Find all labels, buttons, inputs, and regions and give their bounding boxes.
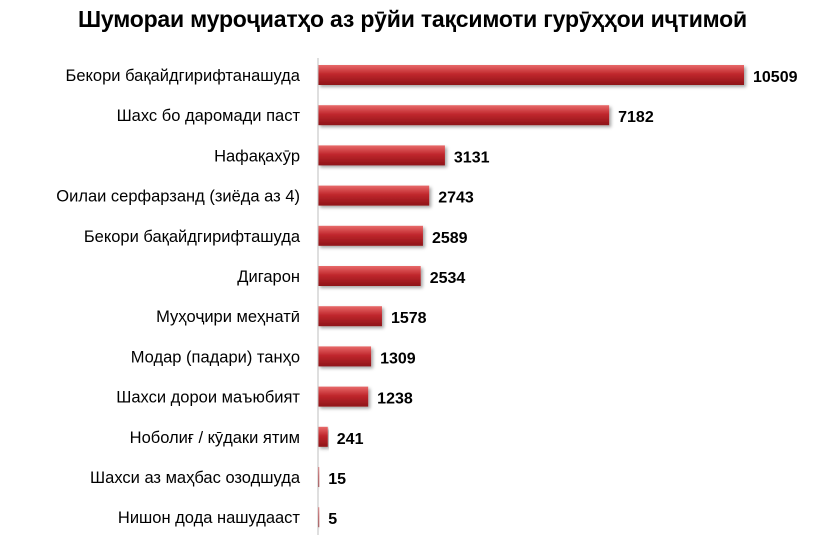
category-label: Нишон дода нашудааст: [118, 509, 301, 527]
bar: [318, 65, 744, 85]
value-label: 2589: [432, 230, 468, 247]
bar: [318, 507, 320, 528]
bar: [318, 386, 369, 407]
value-label: 1309: [380, 350, 416, 367]
category-label: Муҳоҷири меҳнатӣ: [156, 308, 300, 326]
bar: [318, 225, 423, 246]
category-label: Шахс бо даромади паст: [117, 107, 301, 125]
value-label: 2534: [430, 270, 466, 287]
bar: [318, 467, 320, 487]
category-label: Ноболиғ / кӯдаки ятим: [130, 429, 300, 447]
category-label: Дигарон: [237, 268, 300, 286]
bar: [318, 426, 328, 447]
value-label: 5: [328, 511, 337, 528]
bar: [318, 346, 372, 367]
bar: [318, 105, 610, 126]
value-label: 2743: [438, 190, 474, 207]
category-label: Бекори бақайдгирифтанашуда: [66, 67, 301, 85]
value-label: 7182: [618, 109, 654, 126]
category-label: Оилаи серфарзанд (зиёда аз 4): [56, 188, 300, 206]
value-label: 10509: [753, 69, 798, 86]
category-label: Нафақахӯр: [214, 147, 300, 165]
bars-layer: Бекори бақайдгирифтанашуда 10509 Шахс бо д…: [56, 65, 798, 528]
category-label: Модар (падари) танҳо: [131, 348, 300, 366]
value-label: 3131: [454, 149, 490, 166]
category-label: Шахси аз маҳбас озодшуда: [90, 469, 301, 487]
bar: [318, 306, 382, 327]
bar: [318, 266, 421, 286]
chart-title: Шумораи муроҷиатҳо аз рӯйи тақсимоти гур…: [78, 6, 747, 32]
bar: [318, 185, 430, 206]
bar: [318, 145, 445, 166]
category-label: Бекори бақайдгирифташуда: [84, 228, 301, 246]
value-label: 241: [337, 431, 364, 448]
value-label: 1238: [377, 391, 413, 408]
category-label: Шахси дорои маъюбият: [116, 389, 300, 407]
value-label: 1578: [391, 310, 427, 327]
value-label: 15: [328, 471, 346, 488]
